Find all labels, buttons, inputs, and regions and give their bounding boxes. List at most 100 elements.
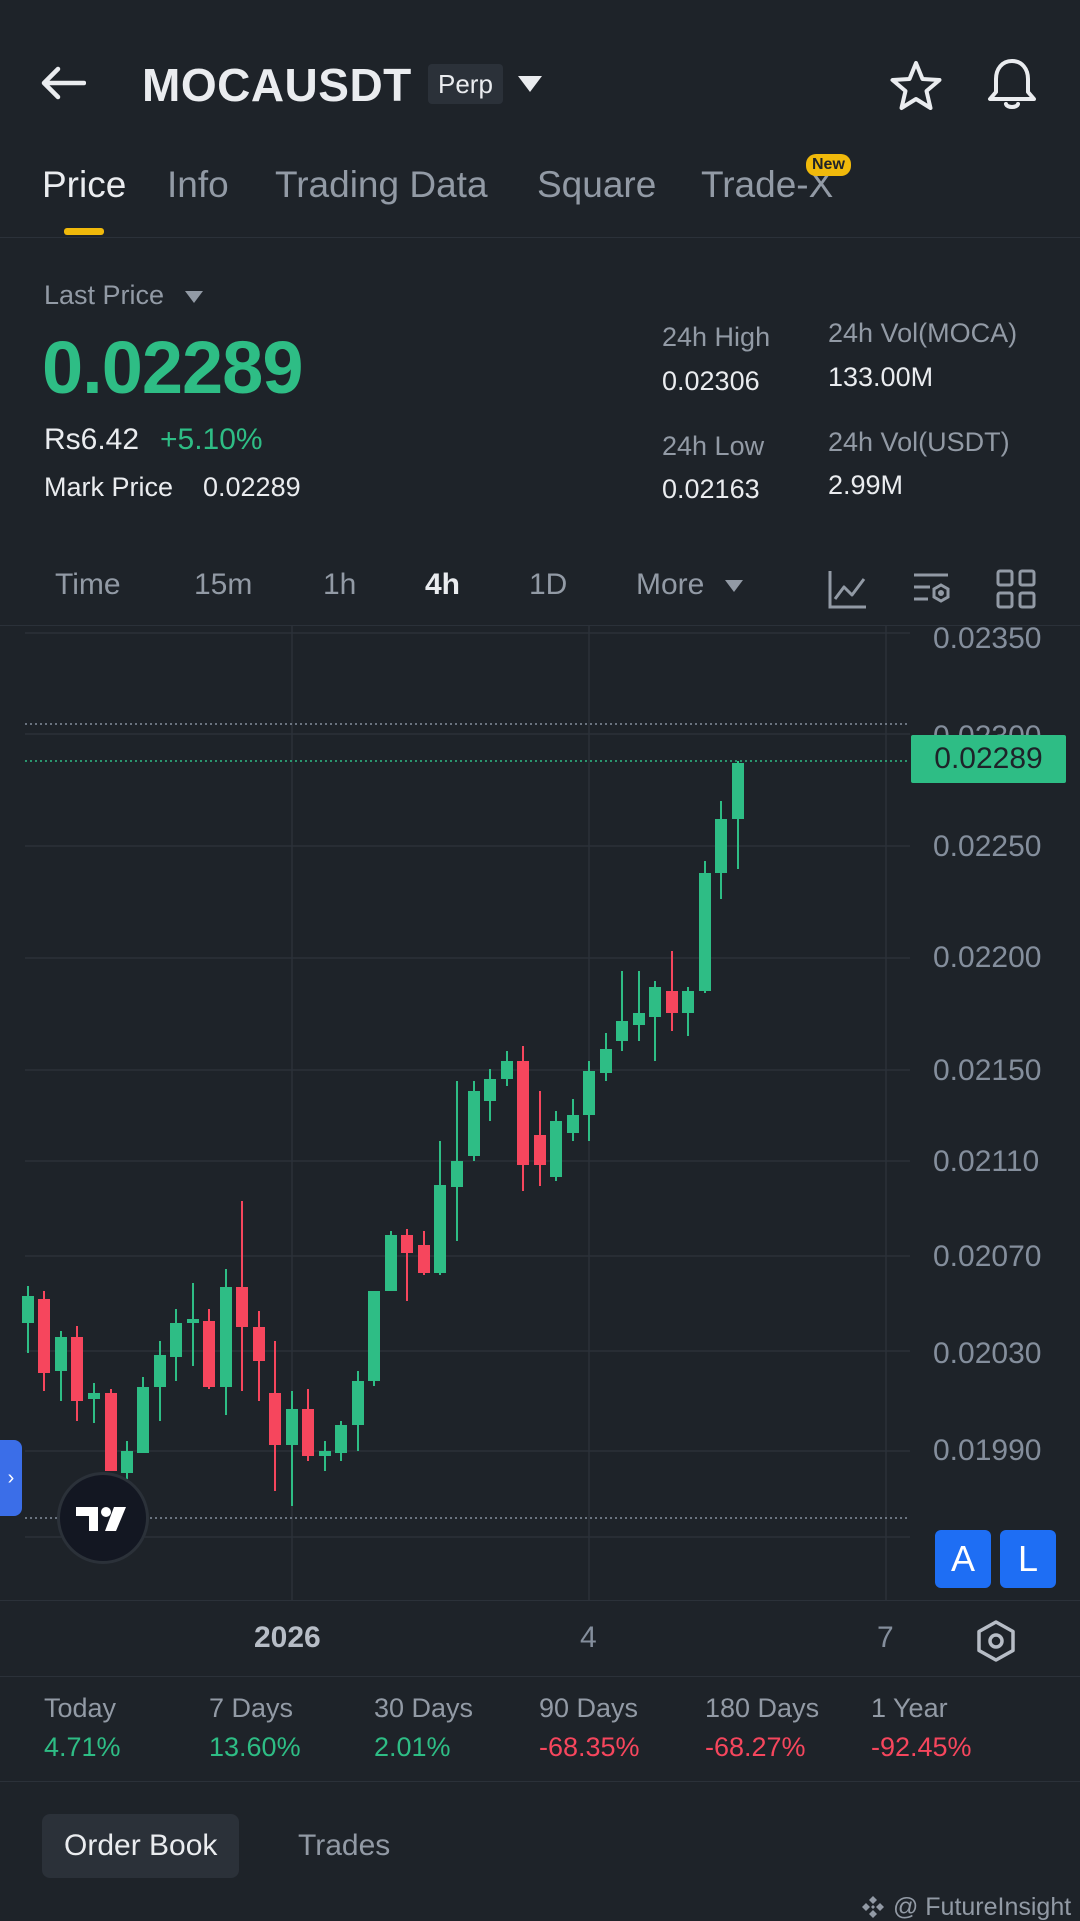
interval-1h[interactable]: 1h <box>323 568 357 601</box>
y-axis-label: 0.02250 <box>933 830 1042 863</box>
active-tab-indicator <box>64 228 104 235</box>
drawer-toggle-button[interactable]: › <box>0 1440 22 1516</box>
caret-down-icon[interactable] <box>516 74 544 94</box>
perf-7-days: 7 Days 13.60% <box>209 1693 301 1763</box>
y-axis-label: 0.02200 <box>933 941 1042 974</box>
tab-square[interactable]: Square <box>537 164 657 205</box>
candle-body <box>550 1121 562 1177</box>
indicator-chart-icon[interactable] <box>826 567 870 611</box>
perf-1-year: 1 Year -92.45% <box>871 1693 972 1763</box>
header: MOCAUSDT Perp <box>0 0 1080 160</box>
performance-row: Today 4.71% 7 Days 13.60% 30 Days 2.01% … <box>0 1676 1080 1782</box>
tab-trades[interactable]: Trades <box>298 1829 391 1862</box>
favorite-button[interactable] <box>888 60 944 112</box>
interval-1d[interactable]: 1D <box>529 568 568 601</box>
price-change-percent: +5.10% <box>160 423 263 456</box>
perf-90-days: 90 Days -68.35% <box>539 1693 640 1763</box>
alert-button[interactable] <box>984 56 1040 112</box>
perf-value: 4.71% <box>44 1732 121 1762</box>
candle-body <box>253 1327 265 1361</box>
current-price-tag: 0.02289 <box>911 735 1066 783</box>
main-tabs: Price Info Trading Data Square Trade-X <box>0 160 1080 238</box>
vol-usdt-value: 2.99M <box>828 470 904 500</box>
candle-body <box>55 1337 67 1371</box>
tab-info[interactable]: Info <box>167 164 229 205</box>
candle-body <box>418 1245 430 1273</box>
candle-body <box>38 1299 50 1373</box>
settings-hex-icon[interactable] <box>974 1619 1018 1663</box>
candle-body <box>451 1161 463 1187</box>
low-24h-value: 0.02163 <box>662 474 760 504</box>
log-scale-button[interactable]: L <box>1000 1530 1056 1588</box>
interval-more[interactable]: More <box>636 568 705 601</box>
low-24h-label: 24h Low <box>662 431 765 461</box>
tradingview-logo[interactable] <box>57 1472 149 1564</box>
candle-body <box>187 1319 199 1323</box>
mark-price-value: 0.02289 <box>203 472 301 502</box>
interval-bar: Time 15m 1h 4h 1D More <box>0 555 1080 625</box>
x-axis: 2026 4 7 <box>0 1600 1080 1675</box>
candle-body <box>517 1061 529 1165</box>
candle-body <box>352 1381 364 1425</box>
binance-logo-icon <box>862 1896 884 1919</box>
candle-body <box>302 1409 314 1456</box>
watermark: @ FutureInsight <box>860 1892 1071 1921</box>
watermark-text: @ FutureInsight <box>892 1892 1072 1921</box>
candle-body <box>534 1135 546 1165</box>
candle-body <box>22 1296 34 1323</box>
candle-body <box>105 1393 117 1471</box>
caret-down-icon[interactable] <box>724 579 744 593</box>
candle-body <box>583 1071 595 1115</box>
candle-body <box>699 873 711 991</box>
interval-time[interactable]: Time <box>55 568 121 601</box>
x-axis-label: 7 <box>877 1621 894 1654</box>
y-axis-label: 0.02030 <box>933 1337 1042 1370</box>
perf-label: 180 Days <box>705 1693 820 1723</box>
y-axis-label: 0.02110 <box>933 1145 1040 1178</box>
perf-30-days: 30 Days 2.01% <box>374 1693 473 1763</box>
symbol-title[interactable]: MOCAUSDT <box>142 59 412 111</box>
x-axis-label: 4 <box>580 1621 597 1654</box>
tab-price[interactable]: Price <box>42 164 127 205</box>
mark-price-label: Mark Price <box>44 472 174 502</box>
local-currency-price: Rs6.42 <box>44 423 140 456</box>
candle-body <box>715 819 727 873</box>
perf-label: 30 Days <box>374 1693 474 1723</box>
high-24h-value: 0.02306 <box>662 366 760 396</box>
candle-body <box>170 1323 182 1357</box>
caret-down-icon[interactable] <box>184 290 204 304</box>
candle-body <box>88 1393 100 1399</box>
candle-body <box>335 1425 347 1453</box>
high-24h-label: 24h High <box>662 322 771 352</box>
candlestick-chart[interactable]: 0.02350 0.02300 0.02250 0.02200 0.02150 … <box>0 622 1080 1601</box>
perf-today: Today 4.71% <box>44 1693 121 1763</box>
perf-label: 7 Days <box>209 1693 294 1723</box>
new-badge: New <box>806 154 851 176</box>
back-button[interactable] <box>40 58 100 108</box>
interval-15m[interactable]: 15m <box>194 568 253 601</box>
candle-body <box>368 1291 380 1381</box>
perf-value: -68.35% <box>539 1732 640 1762</box>
grid-layout-icon[interactable] <box>994 567 1038 611</box>
vol-moca-value: 133.00M <box>828 362 934 392</box>
last-price-value: 0.02289 <box>42 326 303 409</box>
candle-body <box>633 1013 645 1025</box>
candle-body <box>484 1079 496 1101</box>
candle-body <box>501 1061 513 1079</box>
chart-settings-icon[interactable] <box>910 567 954 611</box>
tab-order-book[interactable]: Order Book <box>42 1814 240 1878</box>
perp-badge: Perp <box>428 64 503 104</box>
candle-body <box>616 1021 628 1041</box>
candle-body <box>286 1409 298 1445</box>
y-axis-label: 0.02350 <box>933 622 1042 655</box>
candle-body <box>666 991 678 1013</box>
candle-body <box>434 1185 446 1273</box>
auto-scale-button[interactable]: A <box>935 1530 991 1588</box>
last-price-label[interactable]: Last Price <box>44 280 165 310</box>
chart-canvas[interactable] <box>0 626 1080 1601</box>
tab-trading-data[interactable]: Trading Data <box>275 164 488 205</box>
interval-4h[interactable]: 4h <box>425 568 461 601</box>
candle-body <box>385 1235 397 1291</box>
candle-body <box>649 987 661 1017</box>
vol-moca-label: 24h Vol(MOCA) <box>828 318 1018 348</box>
